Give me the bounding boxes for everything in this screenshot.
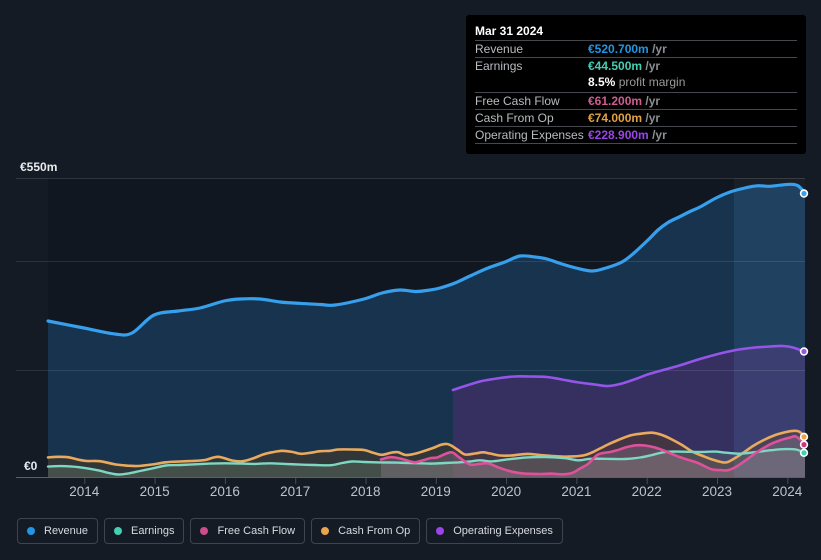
svg-text:2023: 2023 — [702, 484, 732, 499]
svg-text:2015: 2015 — [140, 484, 170, 499]
svg-text:2022: 2022 — [632, 484, 662, 499]
svg-text:2014: 2014 — [69, 484, 100, 499]
svg-text:2018: 2018 — [350, 484, 380, 499]
svg-text:2016: 2016 — [210, 484, 240, 499]
svg-text:2021: 2021 — [561, 484, 591, 499]
svg-text:2019: 2019 — [421, 484, 451, 499]
svg-text:2017: 2017 — [280, 484, 310, 499]
svg-text:2020: 2020 — [491, 484, 521, 499]
svg-text:2024: 2024 — [772, 484, 803, 499]
